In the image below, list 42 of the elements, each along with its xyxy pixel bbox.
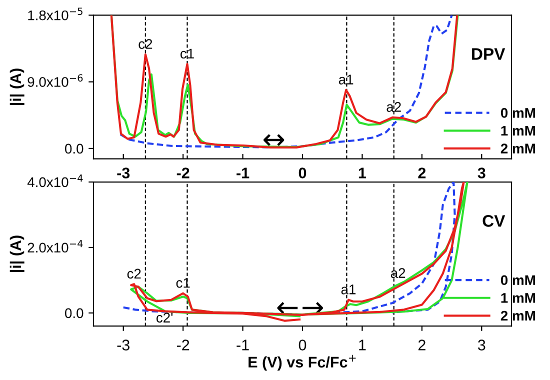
annotation: c2 xyxy=(127,268,141,279)
legend-label: 1 mM xyxy=(501,293,535,303)
y-tick-label: 0.0 xyxy=(65,308,84,318)
annotation: ← xyxy=(277,302,298,314)
y-axis-title: |i| (A) xyxy=(10,236,24,272)
x-tick-label: 0 xyxy=(298,340,306,350)
x-tick-label: -2 xyxy=(176,340,190,350)
y-axis-title: |i| (A) xyxy=(10,68,24,105)
x-tick-label: -2 xyxy=(176,168,190,178)
x-tick-label: -1 xyxy=(236,168,250,178)
annotation: c1 xyxy=(180,48,194,59)
y-tick-label: 4.0x10$^{−4}$ xyxy=(27,174,83,188)
y-tick-label: 2.0x10$^{−4}$ xyxy=(28,240,83,253)
legend-label: 2 mM xyxy=(500,310,535,321)
text: DPV xyxy=(472,48,506,60)
y-tick-label: 0.0 xyxy=(65,144,84,154)
annotation: a1 xyxy=(341,284,356,294)
annotation: a2 xyxy=(386,102,401,112)
y-tick-label: 9.0x10$^{−6}$ xyxy=(28,74,83,87)
y-tick-label: 1.8x10$^{−5}$ xyxy=(28,8,82,20)
x-tick-label: 1 xyxy=(358,168,366,178)
x-axis-title: E (V) vs Fc/Fc$^{+}$ xyxy=(248,354,356,371)
annotation: ↔ xyxy=(264,134,284,146)
x-tick-label: -3 xyxy=(117,340,130,350)
legend-label: 2 mM xyxy=(500,144,535,154)
text: CV xyxy=(482,215,506,227)
annotation: c2' xyxy=(156,312,173,323)
x-tick-label: -3 xyxy=(117,168,130,178)
annotation: c2 xyxy=(138,39,152,49)
x-tick-label: 0 xyxy=(298,168,306,178)
x-tick-label: 2 xyxy=(418,168,426,178)
x-tick-label: 3 xyxy=(478,340,486,350)
x-tick-label: 1 xyxy=(359,340,366,350)
x-tick-label: 2 xyxy=(418,340,426,350)
annotation: a2 xyxy=(390,268,406,278)
legend-label: 0 mM xyxy=(500,108,535,118)
x-tick-label: -1 xyxy=(236,340,249,350)
legend-label: 1 mM xyxy=(501,126,535,136)
annotation: → xyxy=(302,302,323,314)
annotation: a1 xyxy=(338,74,354,84)
x-tick-label: 3 xyxy=(478,168,486,178)
legend-label: 0 mM xyxy=(500,275,535,286)
